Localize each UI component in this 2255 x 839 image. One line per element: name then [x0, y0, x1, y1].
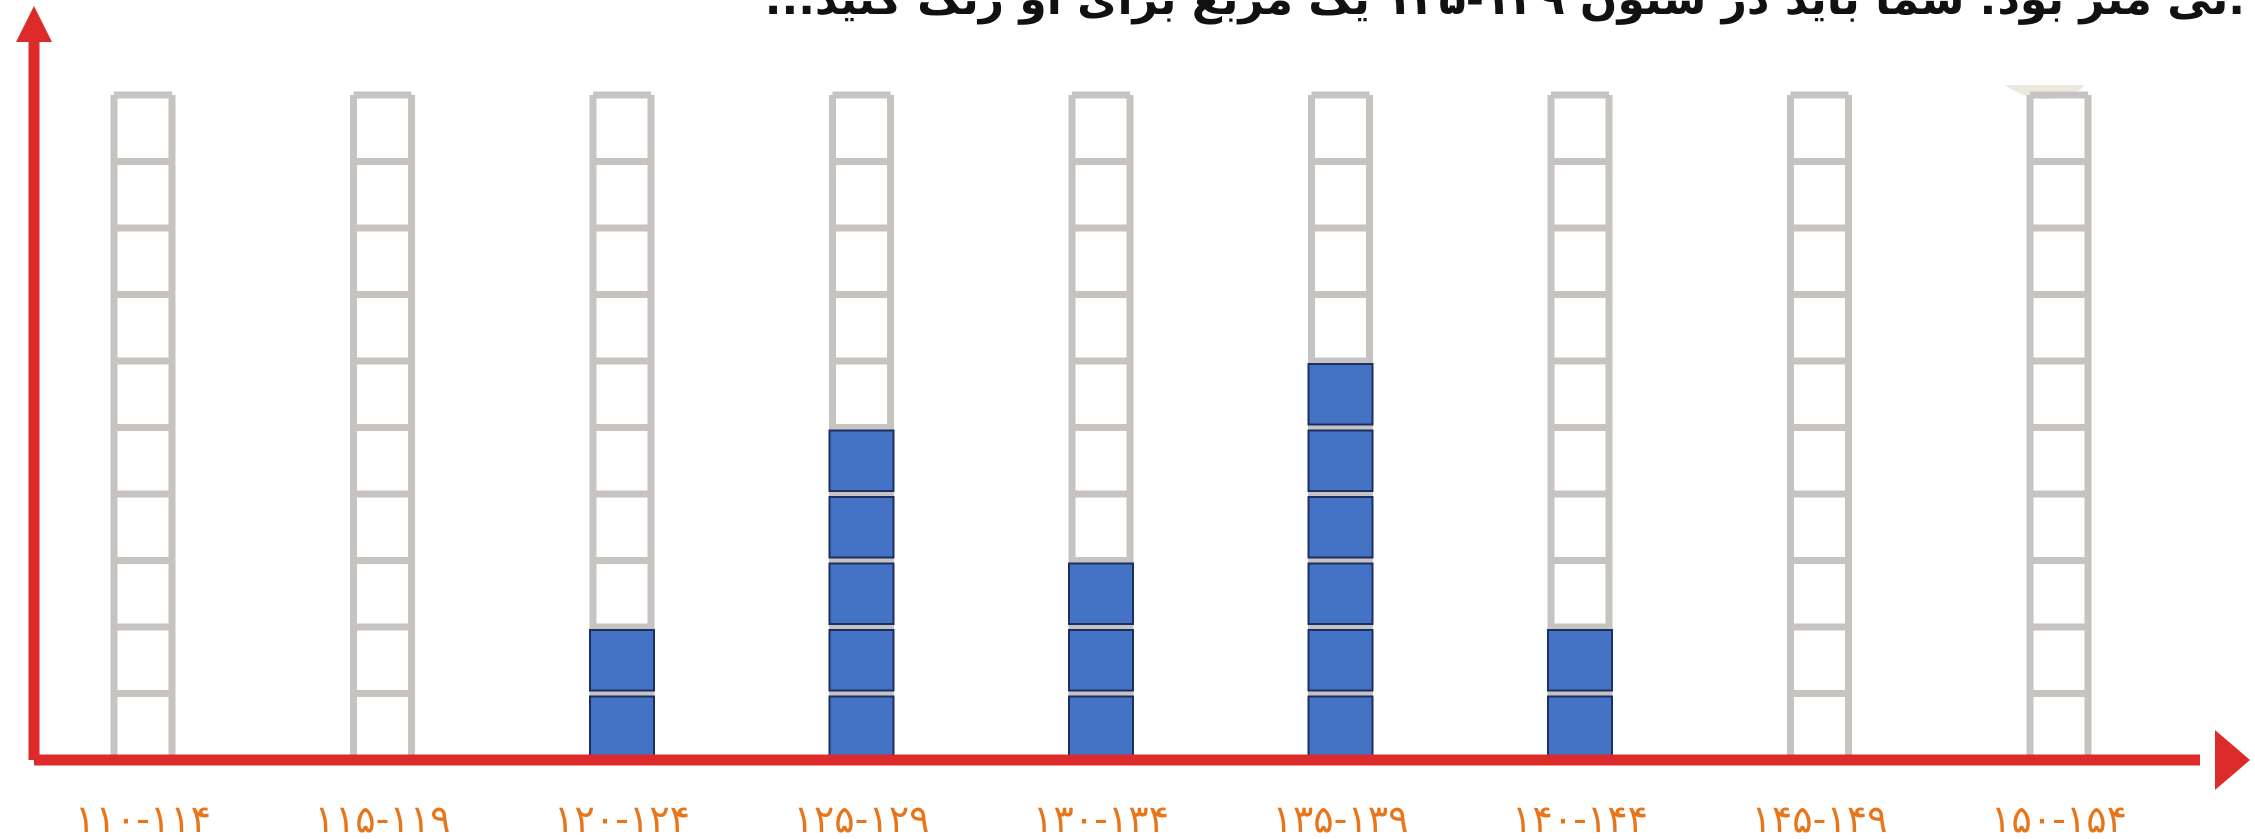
filled-squares-layer — [589, 363, 1613, 758]
filled-square-6-4 — [1307, 496, 1374, 559]
axes-layer — [16, 6, 2250, 790]
x-tick-label-7: ۱۴۰-۱۴۴ — [1512, 797, 1648, 839]
filled-square-3-2 — [589, 629, 655, 692]
filled-square-7-2 — [1547, 629, 1613, 692]
filled-square-5-3 — [1068, 562, 1134, 625]
filled-square-6-1 — [1307, 695, 1374, 758]
filled-square-6-2 — [1307, 629, 1374, 692]
x-tick-label-4: ۱۲۵-۱۲۹ — [793, 797, 929, 839]
chart-caption: ...نی متر بود؛ شما باید در ستون ۱۲۹-۱۲۵ … — [765, 0, 2245, 25]
tick-labels-layer: ۱۱۰-۱۱۴ ۱۱۵-۱۱۹ ۱۲۰-۱۲۴ ۱۲۵-۱۲۹ ۱۳۰-۱۳۴ ۱۳۵-۱… — [75, 797, 2127, 839]
filled-square-4-1 — [828, 695, 895, 758]
filled-square-4-4 — [828, 496, 895, 559]
filled-square-5-2 — [1068, 629, 1134, 692]
empty-column-4 — [829, 91, 894, 764]
filled-square-6-6 — [1307, 363, 1374, 426]
empty-column-9 — [2026, 91, 2092, 764]
filled-square-6-5 — [1307, 429, 1374, 492]
filled-square-6-3 — [1307, 562, 1374, 625]
empty-column-1 — [110, 91, 176, 764]
x-tick-label-9: ۱۵۰-۱۵۴ — [1991, 797, 2127, 839]
x-axis-arrowhead — [2215, 730, 2250, 790]
filled-square-7-1 — [1547, 695, 1613, 758]
y-axis-arrowhead — [16, 6, 52, 42]
ladders-layer — [110, 91, 2092, 764]
filled-square-5-1 — [1068, 695, 1134, 758]
x-tick-label-8: ۱۴۵-۱۴۹ — [1751, 797, 1887, 839]
x-tick-label-3: ۱۲۰-۱۲۴ — [554, 797, 690, 839]
x-tick-label-6: ۱۳۵-۱۳۹ — [1272, 797, 1408, 839]
x-tick-label-1: ۱۱۰-۱۱۴ — [75, 797, 211, 839]
empty-column-8 — [1787, 91, 1852, 764]
filled-square-4-5 — [828, 429, 895, 492]
x-tick-label-5: ۱۳۰-۱۳۴ — [1033, 797, 1169, 839]
empty-column-2 — [350, 91, 415, 764]
x-tick-label-2: ۱۱۵-۱۱۹ — [314, 797, 450, 839]
filled-square-3-1 — [589, 695, 655, 758]
filled-square-4-3 — [828, 562, 895, 625]
filled-square-4-2 — [828, 629, 895, 692]
